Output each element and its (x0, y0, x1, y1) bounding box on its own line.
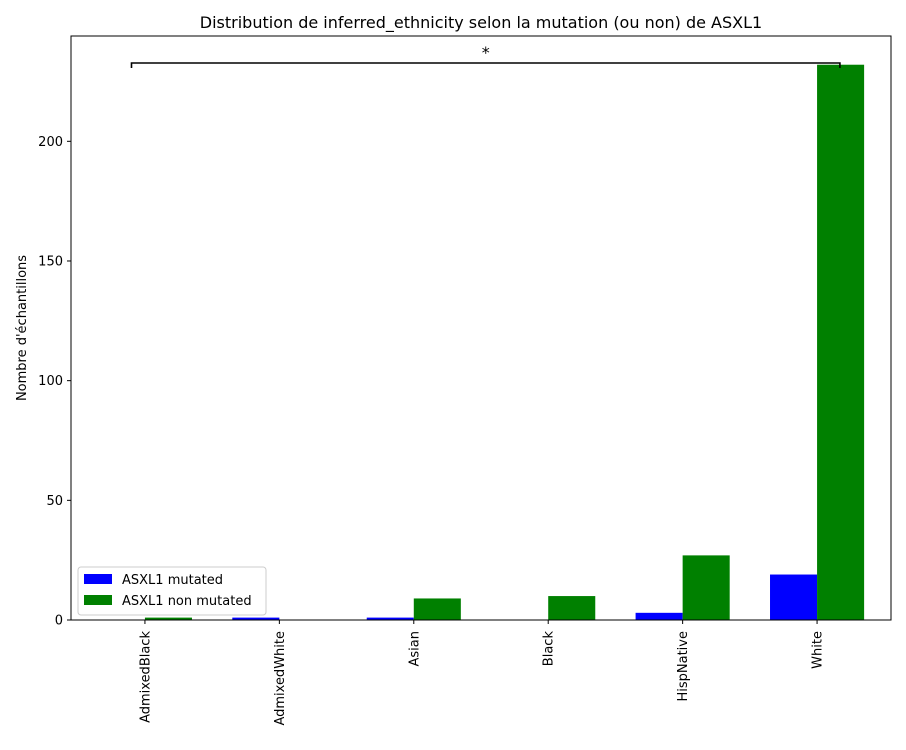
legend-label-non-mutated: ASXL1 non mutated (122, 594, 252, 609)
bar-mutated-asian (366, 617, 414, 620)
bar-non-mutated-white (817, 64, 865, 620)
legend: ASXL1 mutated ASXL1 non mutated (77, 566, 267, 616)
bar-non-mutated-hispnative (682, 555, 730, 620)
y-tick-label: 100 (38, 374, 63, 389)
y-tick-label: 200 (38, 135, 63, 150)
significance-star: * (482, 43, 490, 62)
axes-group: 0 50 100 150 200 AdmixedBlack AdmixedWhite Asia… (38, 35, 892, 726)
x-tick-label-white: White (811, 631, 826, 669)
plot-frame (70, 35, 892, 621)
x-tick-label-asian: Asian (407, 631, 422, 666)
x-tick-label-admixedwhite: AdmixedWhite (273, 631, 288, 726)
bracket-line (130, 62, 841, 68)
legend-box (77, 566, 267, 616)
bar-mutated-hispnative (635, 612, 683, 620)
bar-non-mutated-asian (413, 598, 461, 620)
y-axis-label: Nombre d'échantillons (15, 255, 30, 401)
x-tick-label-hispnative: HispNative (676, 631, 691, 702)
y-tick-label: 50 (46, 494, 63, 509)
legend-swatch-non-mutated (84, 595, 112, 605)
bar-mutated-white (770, 574, 818, 620)
bar-non-mutated-black (548, 596, 596, 620)
bar-non-mutated-admixedblack (144, 617, 192, 620)
bars-group (144, 64, 865, 620)
x-tick-label-black: Black (542, 631, 557, 667)
legend-swatch-mutated (84, 574, 112, 584)
chart-title: Distribution de inferred_ethnicity selon… (200, 13, 762, 33)
bar-mutated-admixedwhite (232, 617, 280, 620)
significance-bracket: * (130, 43, 841, 68)
y-tick-label: 150 (38, 254, 63, 269)
x-tick-label-admixedblack: AdmixedBlack (138, 631, 153, 723)
y-tick-label: 0 (55, 614, 63, 629)
legend-label-mutated: ASXL1 mutated (122, 573, 223, 588)
